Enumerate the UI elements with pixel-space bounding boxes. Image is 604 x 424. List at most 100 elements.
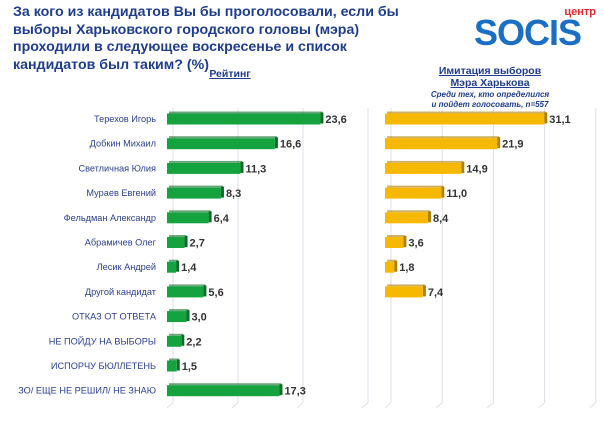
rating-bar-top xyxy=(169,111,323,114)
simulation-bar-top xyxy=(387,185,444,188)
rating-bar-top xyxy=(169,383,282,386)
simulation-value-label: 14,9 xyxy=(466,163,487,175)
simulation-bar-top xyxy=(387,160,464,163)
simulation-bar-side xyxy=(544,112,548,124)
rating-bar-side xyxy=(220,186,224,198)
rating-value-label: 23,6 xyxy=(325,114,346,126)
simulation-panel-title: Имитация выборов Мэра Харькова xyxy=(420,65,560,89)
simulation-gridline-foot xyxy=(589,402,597,409)
rating-bar-side xyxy=(176,359,180,371)
simulation-gridline-foot xyxy=(487,402,494,409)
rating-value-label: 5,6 xyxy=(208,287,223,299)
category-label: Другой кандидат xyxy=(85,287,157,297)
rating-bar-top xyxy=(169,333,184,336)
rating-bar xyxy=(167,286,204,298)
rating-bar xyxy=(167,187,221,199)
category-label: Фельдман Александр xyxy=(64,213,156,223)
rating-value-label: 6,4 xyxy=(214,213,230,225)
simulation-bar-side xyxy=(403,236,407,247)
simulation-subtitle-line-2: и пойдет голосовать, n=557 xyxy=(431,100,549,109)
rating-bar xyxy=(167,113,321,125)
rating-value-label: 17,3 xyxy=(284,386,305,398)
category-label: Мураев Евгений xyxy=(86,188,156,198)
rating-bar-top xyxy=(169,185,223,188)
rating-bar xyxy=(167,360,177,372)
rating-bar-top xyxy=(169,210,211,213)
simulation-title-line-1: Имитация выборов xyxy=(438,65,542,77)
rating-bar xyxy=(167,261,177,273)
rating-bar-top xyxy=(169,235,187,237)
rating-bar-side xyxy=(181,334,185,346)
rating-value-label: 2,7 xyxy=(190,238,205,250)
simulation-bar-top xyxy=(387,235,406,237)
rating-bar xyxy=(167,212,209,224)
rating-panel-title: Рейтинг xyxy=(209,68,251,80)
simulation-value-label: 11,0 xyxy=(446,188,467,200)
simulation-bar xyxy=(385,113,545,125)
simulation-value-label: 3,6 xyxy=(408,238,423,250)
category-label: Абрамичев Олег xyxy=(85,238,157,248)
rating-bar-top xyxy=(169,358,179,361)
simulation-subtitle-line-1: Среди тех, кто определился xyxy=(430,90,550,99)
simulation-bar xyxy=(385,212,429,224)
rating-bar-side xyxy=(184,236,188,247)
simulation-value-label: 7,4 xyxy=(428,287,444,299)
simulation-bar xyxy=(385,162,462,174)
simulation-bar-side xyxy=(422,285,426,297)
rating-gridline-foot xyxy=(361,402,369,409)
rating-bar-top xyxy=(169,284,206,287)
simulation-bar-side xyxy=(441,186,445,198)
category-label: Лесик Андрей xyxy=(97,262,156,272)
rating-bar xyxy=(167,385,280,397)
category-label: НЕ ПОЙДУ НА ВЫБОРЫ xyxy=(49,335,156,346)
logo-centr-text: центр xyxy=(564,6,596,18)
rating-bar-top xyxy=(169,309,189,312)
rating-bar-side xyxy=(176,260,180,272)
simulation-gridline-foot xyxy=(538,402,545,409)
simulation-bar-side xyxy=(497,137,501,149)
simulation-bar-top xyxy=(387,259,397,262)
rating-value-label: 8,3 xyxy=(226,188,241,200)
rating-bar-top xyxy=(169,136,277,139)
rating-value-label: 1,5 xyxy=(182,361,197,373)
rating-bar xyxy=(167,311,187,323)
socis-logo: центр SOCIS xyxy=(474,6,602,53)
simulation-panel-subtitle: Среди тех, кто определился и пойдет голо… xyxy=(420,90,560,110)
rating-bar-side xyxy=(208,211,212,223)
rating-bar-side xyxy=(279,384,283,396)
simulation-value-label: 8,4 xyxy=(433,213,449,225)
simulation-bar-side xyxy=(394,260,398,272)
simulation-value-label: 31,1 xyxy=(549,114,570,126)
simulation-bar-top xyxy=(387,284,425,287)
simulation-title-line-2: Мэра Харькова xyxy=(450,77,530,89)
rating-bar-side xyxy=(274,137,278,149)
rating-bar xyxy=(167,162,241,174)
simulation-bar-side xyxy=(461,161,465,173)
simulation-bar xyxy=(385,237,404,248)
chart-title: За кого из кандидатов Вы бы проголосовал… xyxy=(13,4,399,73)
rating-bar-top xyxy=(169,160,243,163)
simulation-bar-top xyxy=(387,136,500,139)
logo-wordmark: SOCIS xyxy=(474,12,582,53)
rating-bar xyxy=(167,335,182,347)
rating-bar xyxy=(167,237,185,248)
simulation-bar xyxy=(385,187,442,199)
simulation-value-label: 21,9 xyxy=(502,139,523,151)
simulation-bar-top xyxy=(387,111,547,114)
rating-value-label: 16,6 xyxy=(280,139,301,151)
simulation-value-label: 1,8 xyxy=(399,262,414,274)
rating-value-label: 3,0 xyxy=(192,312,207,324)
category-label: ЗО/ ЕЩЕ НЕ РЕШИЛ/ НЕ ЗНАЮ xyxy=(18,386,156,396)
simulation-bar xyxy=(385,261,395,273)
category-label: Терехов Игорь xyxy=(94,114,156,124)
rating-gridline-foot xyxy=(296,402,304,409)
category-label: ИСПОРЧУ БЮЛЛЕТЕНЬ xyxy=(51,361,156,371)
rating-bar xyxy=(167,138,275,150)
rating-gridline-foot xyxy=(166,402,174,409)
category-label: Светличная Юлия xyxy=(78,163,156,173)
simulation-bar xyxy=(385,138,498,150)
rating-value-label: 2,2 xyxy=(186,336,201,348)
category-label: ОТКАЗ ОТ ОТВЕТА xyxy=(72,312,157,322)
category-label: Добкин Михаил xyxy=(90,139,156,149)
simulation-bar-top xyxy=(387,210,431,213)
